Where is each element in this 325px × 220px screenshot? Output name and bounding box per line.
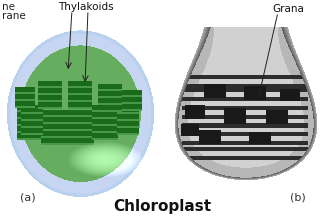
Text: (a): (a) <box>20 192 36 202</box>
Text: (b): (b) <box>290 192 306 202</box>
Text: Grana: Grana <box>272 4 304 14</box>
Text: rane: rane <box>2 11 26 21</box>
Text: ne: ne <box>2 2 15 12</box>
Text: Thylakoids: Thylakoids <box>58 2 114 12</box>
Text: Chloroplast: Chloroplast <box>113 198 211 213</box>
